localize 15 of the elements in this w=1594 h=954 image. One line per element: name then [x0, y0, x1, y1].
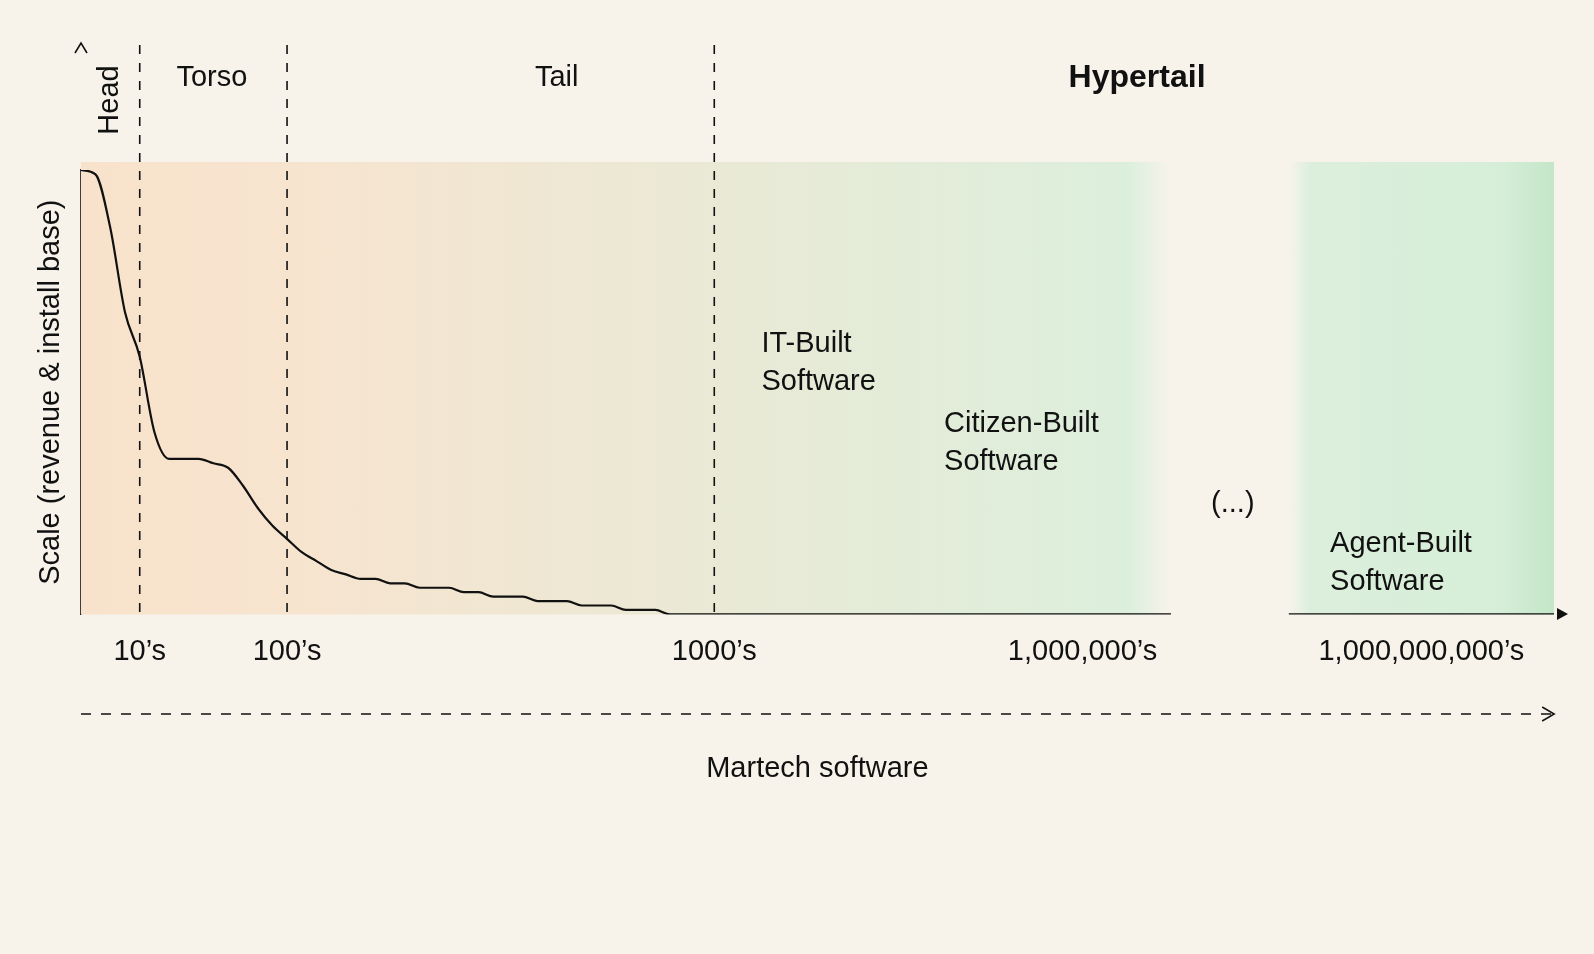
x-tick-label: 1,000,000,000’s [1318, 633, 1525, 666]
text: Head [92, 65, 125, 135]
text: Hypertail [1068, 57, 1206, 94]
annotation: Citizen-Built Software [944, 406, 1099, 477]
y-axis-title: Scale (revenue & install base) [33, 199, 66, 585]
x-tick-label: 1000’s [671, 633, 757, 666]
x-tick-label: 100’s [252, 633, 322, 666]
annotation: Agent-Built Software [1330, 526, 1472, 597]
x-tick-label: 10’s [113, 633, 167, 666]
x-axis-title: Martech software [706, 750, 929, 783]
text: Torso [176, 60, 248, 92]
x-tick-label: 1,000,000’s [1007, 633, 1158, 666]
annotation: (...) [1211, 486, 1255, 519]
annotation: IT-Built Software [761, 326, 876, 397]
text: Tail [534, 60, 579, 92]
